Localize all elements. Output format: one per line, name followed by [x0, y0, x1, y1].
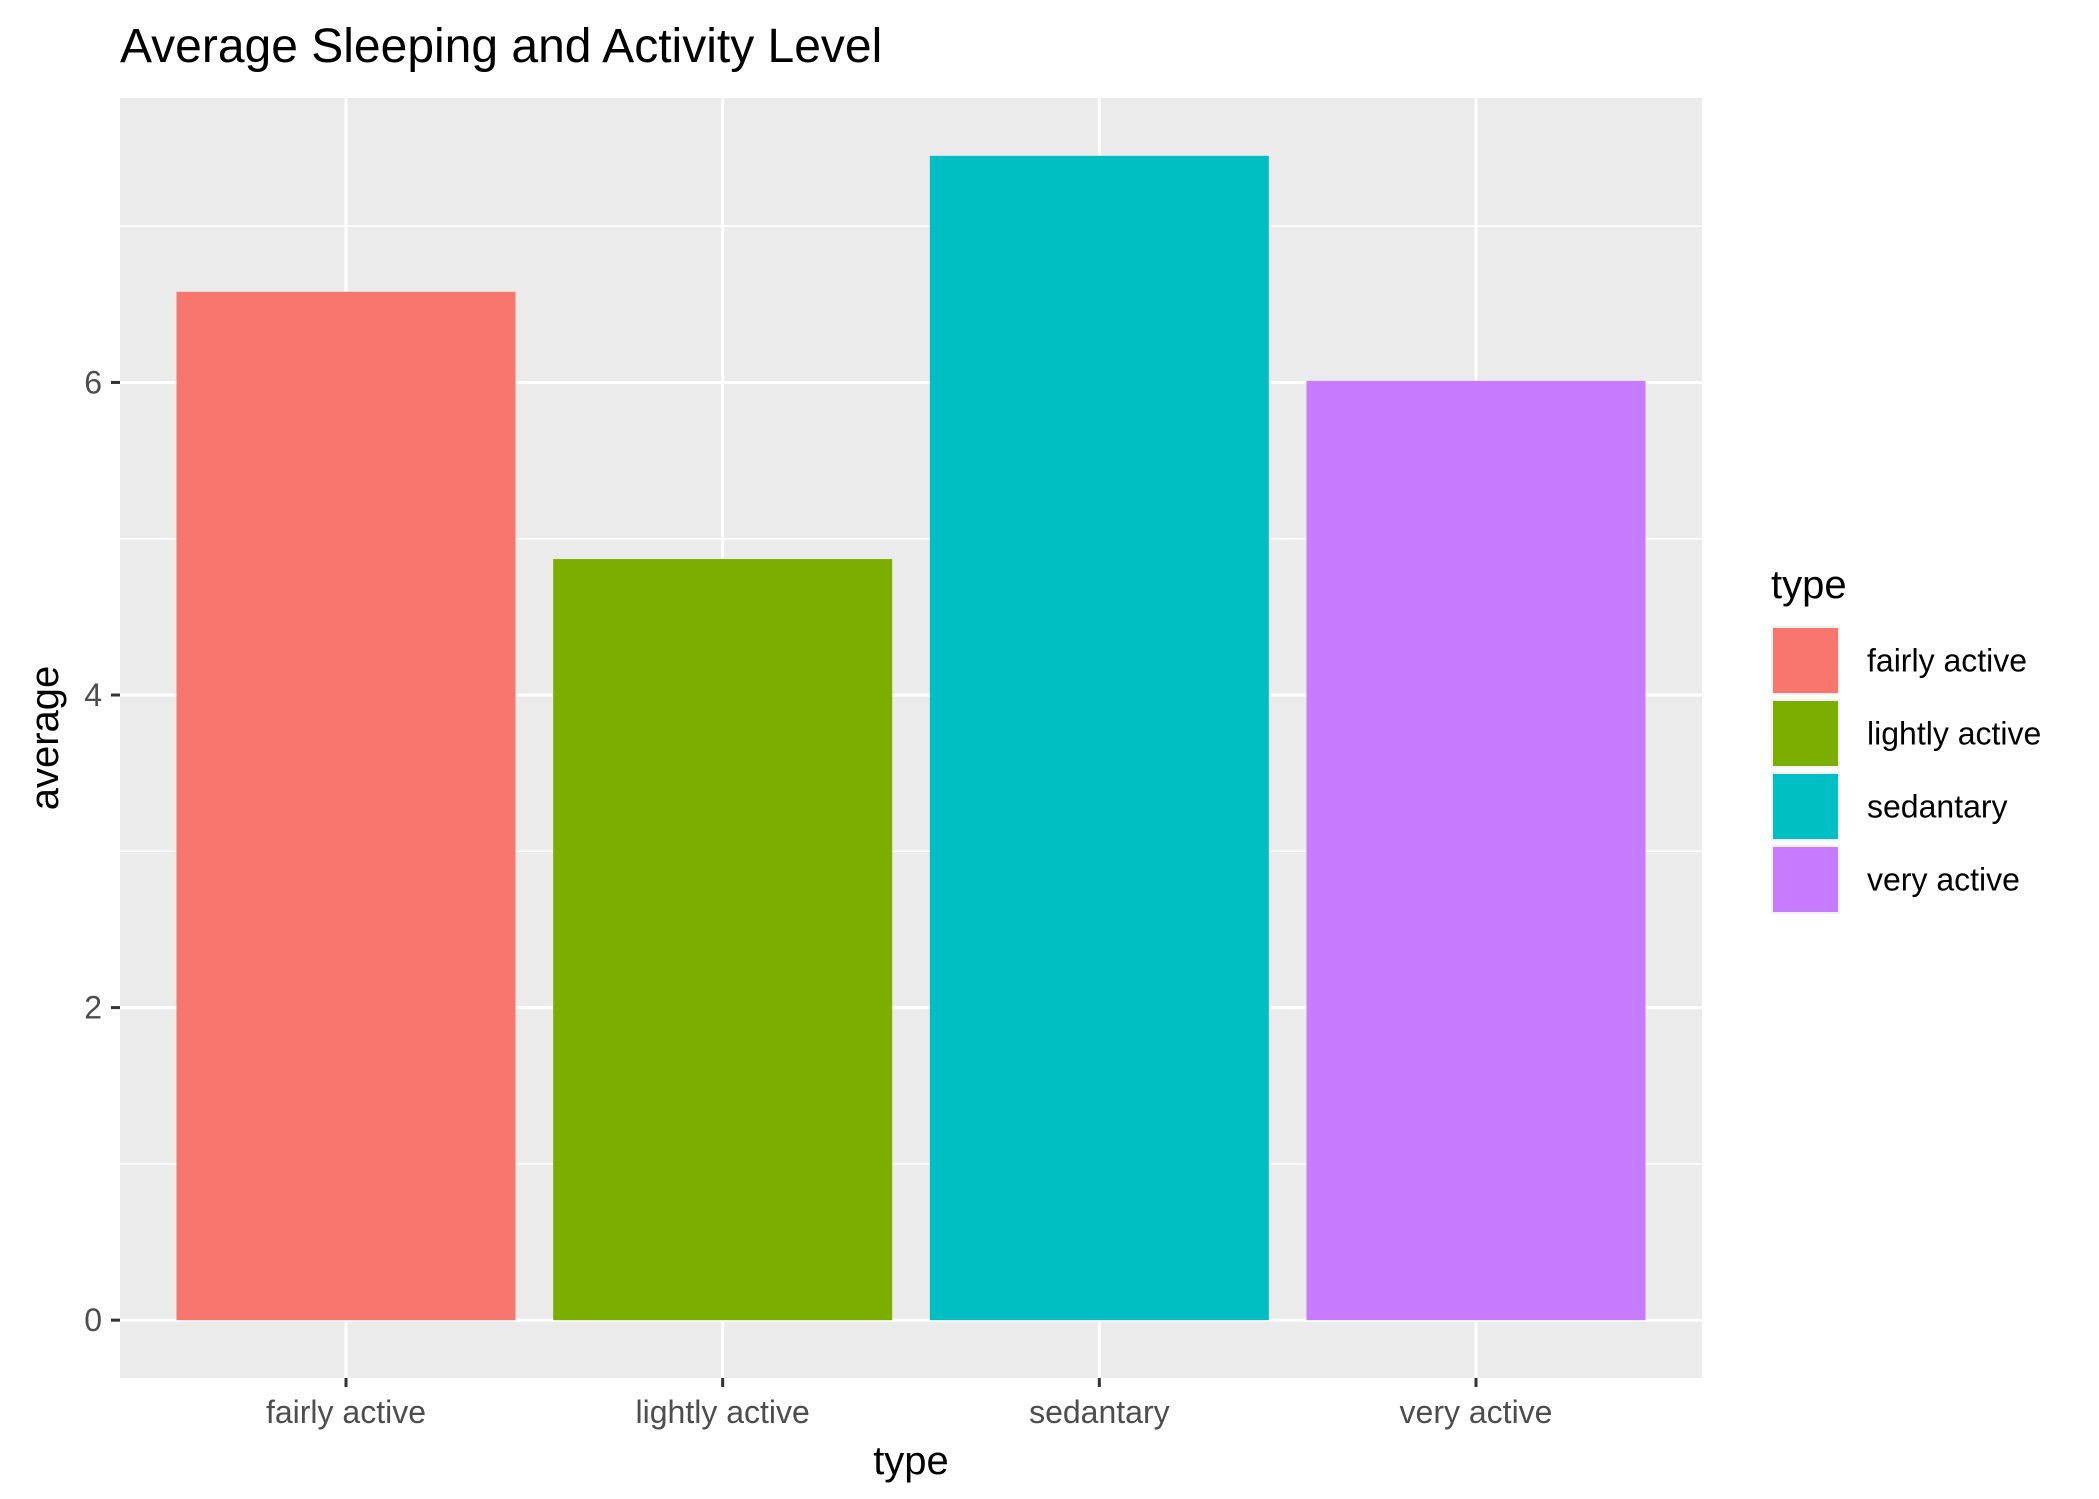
x-axis-ticks: fairly active lightly active sedantary very… — [266, 1378, 1552, 1430]
x-tick-label: sedantary — [1029, 1394, 1170, 1430]
y-axis-ticks: 0 2 4 6 — [84, 364, 120, 1338]
chart-title: Average Sleeping and Activity Level — [120, 20, 882, 73]
legend-items: fairly active lightly active sedantary very… — [1771, 626, 2041, 914]
y-tick-label: 0 — [84, 1302, 102, 1338]
bar-sedantary — [929, 155, 1269, 1321]
legend-title: type — [1771, 563, 1847, 607]
x-axis-title: type — [873, 1439, 949, 1483]
y-tick-label: 2 — [84, 990, 102, 1026]
legend-swatch — [1773, 774, 1838, 839]
legend-label: sedantary — [1867, 789, 2008, 825]
bar-fairly-active — [176, 291, 516, 1321]
bar-very-active — [1306, 380, 1646, 1321]
x-tick-label: fairly active — [266, 1394, 426, 1430]
legend-swatch — [1773, 847, 1838, 912]
legend: type fairly active lightly active sedantar… — [1771, 563, 2041, 914]
legend-label: fairly active — [1867, 643, 2027, 679]
y-axis-title: average — [23, 666, 67, 811]
legend-swatch — [1773, 628, 1838, 693]
x-tick-label: very active — [1400, 1394, 1553, 1430]
x-tick-label: lightly active — [636, 1394, 810, 1430]
legend-swatch — [1773, 701, 1838, 766]
legend-label: lightly active — [1867, 716, 2041, 752]
legend-label: very active — [1867, 862, 2020, 898]
y-tick-label: 6 — [84, 364, 102, 400]
bar-lightly-active — [553, 559, 893, 1321]
y-tick-label: 4 — [84, 677, 102, 713]
bars-group — [176, 155, 1646, 1321]
